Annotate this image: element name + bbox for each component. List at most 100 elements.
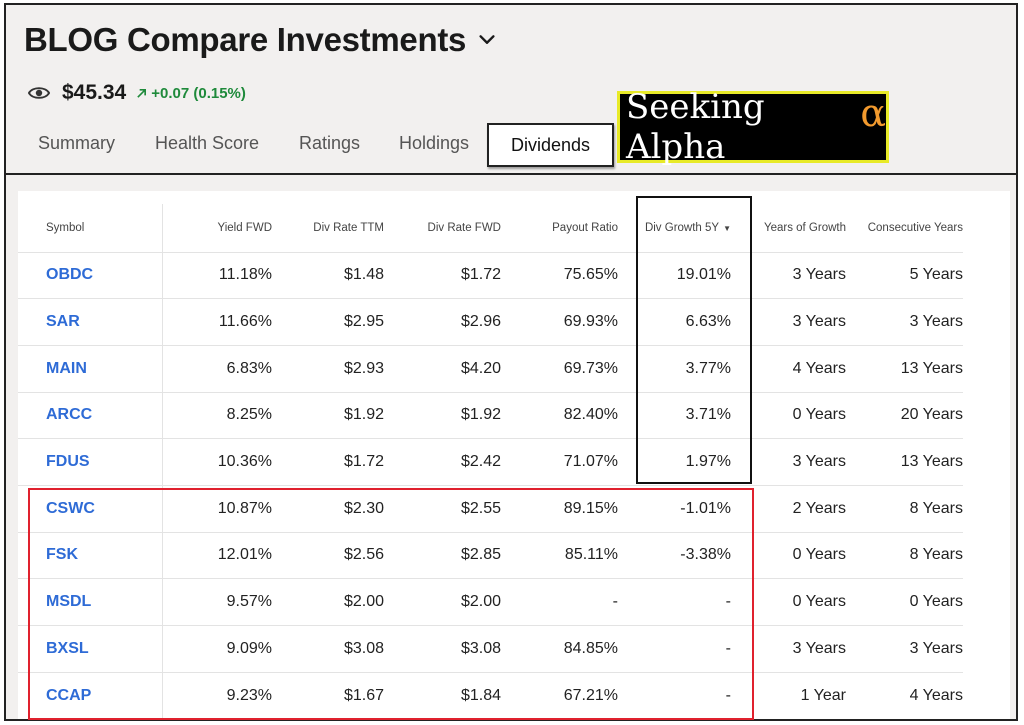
col-header-div-growth-5y-label: Div Growth 5Y xyxy=(644,221,720,234)
cell-symbol[interactable]: CCAP xyxy=(18,671,163,719)
cell-consecutive-years: 13 Years xyxy=(846,344,963,393)
cell-payout-ratio: 84.85% xyxy=(501,625,618,673)
cell-symbol[interactable]: ARCC xyxy=(18,391,163,439)
cell-div-rate-ttm: $2.95 xyxy=(272,298,384,346)
table-body: OBDC 11.18% $1.48 $1.72 75.65% 19.01% 3 Years 5… xyxy=(18,251,963,719)
tab-health-score[interactable]: Health Score xyxy=(155,133,260,153)
cell-div-growth-5y: 3.71% xyxy=(618,391,731,439)
cell-symbol[interactable]: SAR xyxy=(18,298,163,346)
cell-div-growth-5y: -3.38% xyxy=(618,531,731,579)
cell-years-of-growth: 0 Years xyxy=(731,578,846,626)
cell-div-rate-fwd: $1.84 xyxy=(384,671,501,719)
table-row[interactable]: OBDC 11.18% $1.48 $1.72 75.65% 19.01% 3 Years 5… xyxy=(18,251,963,299)
cell-symbol[interactable]: MSDL xyxy=(18,578,163,626)
cell-div-growth-5y: -1.01% xyxy=(618,484,731,533)
col-header-years-of-growth[interactable]: Years of Growth xyxy=(763,221,846,234)
cell-years-of-growth: 2 Years xyxy=(731,484,846,533)
cell-payout-ratio: 75.65% xyxy=(501,251,618,299)
col-header-symbol[interactable]: Symbol xyxy=(18,204,163,252)
table-row[interactable]: CSWC 10.87% $2.30 $2.55 89.15% -1.01% 2 Years 8… xyxy=(18,484,963,533)
table-row[interactable]: SAR 11.66% $2.95 $2.96 69.93% 6.63% 3 Years 3 Y… xyxy=(18,298,963,346)
cell-yield-fwd: 8.25% xyxy=(162,391,272,439)
cell-div-rate-ttm: $2.93 xyxy=(272,344,384,393)
cell-consecutive-years: 0 Years xyxy=(846,578,963,626)
cell-years-of-growth: 3 Years xyxy=(731,298,846,346)
cell-payout-ratio: 71.07% xyxy=(501,438,618,486)
cell-div-growth-5y: 19.01% xyxy=(618,251,731,299)
cell-div-growth-5y: - xyxy=(618,625,731,673)
price-row: $45.34 +0.07 (0.15%) xyxy=(28,81,246,105)
tab-holdings[interactable]: Holdings xyxy=(399,133,470,153)
table-row[interactable]: ARCC 8.25% $1.92 $1.92 82.40% 3.71% 0 Years 20 … xyxy=(18,391,963,439)
cell-div-rate-fwd: $1.72 xyxy=(384,251,501,299)
sort-desc-icon[interactable]: ▼ xyxy=(723,223,731,233)
col-header-div-rate-ttm[interactable]: Div Rate TTM xyxy=(313,221,384,234)
cell-symbol[interactable]: OBDC xyxy=(18,251,163,299)
eye-icon[interactable] xyxy=(28,85,50,101)
cell-yield-fwd: 9.23% xyxy=(162,671,272,719)
cell-symbol[interactable]: BXSL xyxy=(18,625,163,673)
cell-div-growth-5y: - xyxy=(618,671,731,719)
col-header-yield-fwd[interactable]: Yield FWD xyxy=(217,221,272,234)
cell-payout-ratio: 82.40% xyxy=(501,391,618,439)
cell-years-of-growth: 4 Years xyxy=(731,344,846,393)
cell-years-of-growth: 3 Years xyxy=(731,438,846,486)
col-header-div-rate-fwd[interactable]: Div Rate FWD xyxy=(427,221,501,234)
cell-consecutive-years: 3 Years xyxy=(846,298,963,346)
table-row[interactable]: MSDL 9.57% $2.00 $2.00- -0 Years 0 Years xyxy=(18,578,963,626)
cell-div-rate-ttm: $2.56 xyxy=(272,531,384,579)
tab-ratings[interactable]: Ratings xyxy=(299,133,361,153)
cell-div-rate-ttm: $2.00 xyxy=(272,578,384,626)
cell-div-rate-fwd: $4.20 xyxy=(384,344,501,393)
cell-div-growth-5y: 3.77% xyxy=(618,344,731,393)
cell-div-rate-fwd: $2.00 xyxy=(384,578,501,626)
cell-years-of-growth: 0 Years xyxy=(731,391,846,439)
page-title: BLOG Compare Investments xyxy=(24,21,467,58)
tab-bar: Summary Health Score Ratings Holdings Di… xyxy=(6,117,1016,175)
price-value: $45.34 xyxy=(62,81,127,104)
price-change: +0.07 (0.15%) xyxy=(136,85,246,102)
cell-div-rate-fwd: $2.55 xyxy=(384,484,501,533)
title-row: BLOG Compare Investments xyxy=(24,21,498,59)
cell-payout-ratio: 85.11% xyxy=(501,531,618,579)
cell-payout-ratio: 67.21% xyxy=(501,671,618,719)
logo-text: Seeking Alpha xyxy=(626,87,765,167)
cell-div-rate-fwd: $3.08 xyxy=(384,625,501,673)
col-header-payout-ratio[interactable]: Payout Ratio xyxy=(552,221,618,234)
chevron-down-icon[interactable] xyxy=(476,29,498,51)
table-row[interactable]: FDUS 10.36% $1.72 $2.42 71.07% 1.97% 3 Years 13… xyxy=(18,438,963,486)
cell-consecutive-years: 8 Years xyxy=(846,484,963,533)
cell-div-rate-ttm: $1.92 xyxy=(272,391,384,439)
cell-symbol[interactable]: FDUS xyxy=(18,438,163,486)
cell-payout-ratio: 69.73% xyxy=(501,344,618,393)
cell-yield-fwd: 9.57% xyxy=(162,578,272,626)
cell-yield-fwd: 10.36% xyxy=(162,438,272,486)
col-header-div-growth-5y[interactable]: Div Growth 5Y ▼ xyxy=(618,204,731,252)
table-row[interactable]: CCAP 9.23% $1.67 $1.84 67.21% -1 Year 4 Years xyxy=(18,671,963,719)
cell-yield-fwd: 11.18% xyxy=(162,251,272,299)
cell-yield-fwd: 12.01% xyxy=(162,531,272,579)
col-header-consecutive-years[interactable]: Consecutive Years xyxy=(867,221,963,234)
cell-div-rate-fwd: $1.92 xyxy=(384,391,501,439)
tab-dividends[interactable]: Dividends xyxy=(487,123,615,167)
cell-div-rate-ttm: $1.48 xyxy=(272,251,384,299)
cell-div-growth-5y: 1.97% xyxy=(618,438,731,486)
cell-div-rate-fwd: $2.42 xyxy=(384,438,501,486)
table-row[interactable]: MAIN 6.83% $2.93 $4.20 69.73% 3.77% 4 Years 13 … xyxy=(18,344,963,393)
tab-summary[interactable]: Summary xyxy=(38,133,116,153)
cell-symbol[interactable]: FSK xyxy=(18,531,163,579)
cell-consecutive-years: 8 Years xyxy=(846,531,963,579)
cell-symbol[interactable]: CSWC xyxy=(18,484,163,533)
price-change-text: +0.07 (0.15%) xyxy=(151,84,246,102)
table-row[interactable]: BXSL 9.09% $3.08 $3.08 84.85% -3 Years 3 Years xyxy=(18,625,963,673)
cell-years-of-growth: 3 Years xyxy=(731,625,846,673)
dividends-table: Symbol Yield FWD Div Rate TTM Div Rate F… xyxy=(18,204,963,719)
table-header-row: Symbol Yield FWD Div Rate TTM Div Rate F… xyxy=(18,204,963,252)
cell-yield-fwd: 11.66% xyxy=(162,298,272,346)
cell-years-of-growth: 1 Year xyxy=(731,671,846,719)
table-row[interactable]: FSK 12.01% $2.56 $2.85 85.11% -3.38% 0 Years 8 … xyxy=(18,531,963,579)
cell-symbol[interactable]: MAIN xyxy=(18,344,163,393)
cell-div-rate-fwd: $2.85 xyxy=(384,531,501,579)
cell-div-rate-fwd: $2.96 xyxy=(384,298,501,346)
cell-yield-fwd: 6.83% xyxy=(162,344,272,393)
